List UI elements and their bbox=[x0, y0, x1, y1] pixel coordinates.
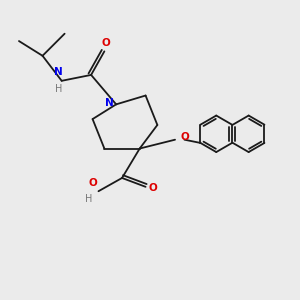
Text: O: O bbox=[101, 38, 110, 48]
Text: O: O bbox=[180, 132, 189, 142]
Text: O: O bbox=[88, 178, 97, 188]
Text: H: H bbox=[55, 84, 62, 94]
Text: O: O bbox=[148, 183, 157, 193]
Text: H: H bbox=[85, 194, 92, 204]
Text: N: N bbox=[54, 67, 63, 77]
Text: N: N bbox=[105, 98, 114, 108]
